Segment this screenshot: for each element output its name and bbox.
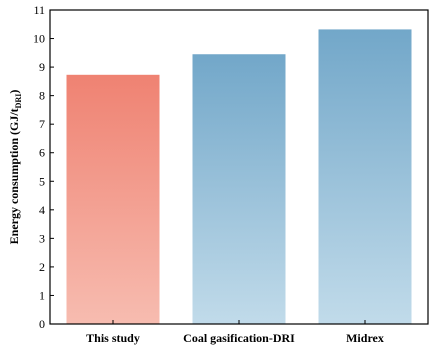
y-tick-label: 10	[33, 32, 45, 46]
y-tick-label: 11	[33, 3, 45, 17]
y-tick-label: 6	[39, 146, 45, 160]
x-labels-group: This study Coal gasification-DRI Midrex	[86, 320, 384, 345]
x-category-label: Coal gasification-DRI	[183, 331, 295, 345]
y-axis-title-sub: DRI	[14, 94, 23, 109]
y-axis-title-close: )	[7, 90, 21, 94]
bars-group	[66, 29, 412, 324]
bar-coal-gasification-dri	[192, 54, 286, 324]
bar-midrex	[318, 29, 412, 324]
y-tick-label: 1	[39, 288, 45, 302]
y-tick-label: 2	[39, 260, 45, 274]
y-tick-label: 7	[39, 117, 45, 131]
x-category-label: Midrex	[346, 331, 384, 345]
y-tick-label: 4	[39, 203, 45, 217]
y-ticks-group: 0 1 2 3 4 5 6 7 8 9 10 11	[33, 3, 54, 331]
y-axis-title: Energy consumption (GJ/tDRI)	[7, 90, 23, 245]
x-category-label: This study	[86, 331, 140, 345]
y-tick-label: 0	[39, 317, 45, 331]
plot-frame	[49, 9, 429, 325]
bar-this-study	[66, 74, 160, 324]
y-tick-label: 8	[39, 89, 45, 103]
y-tick-label: 9	[39, 60, 45, 74]
y-tick-label: 5	[39, 174, 45, 188]
y-tick-label: 3	[39, 231, 45, 245]
y-axis-title-main: Energy consumption (GJ/t	[7, 108, 21, 244]
